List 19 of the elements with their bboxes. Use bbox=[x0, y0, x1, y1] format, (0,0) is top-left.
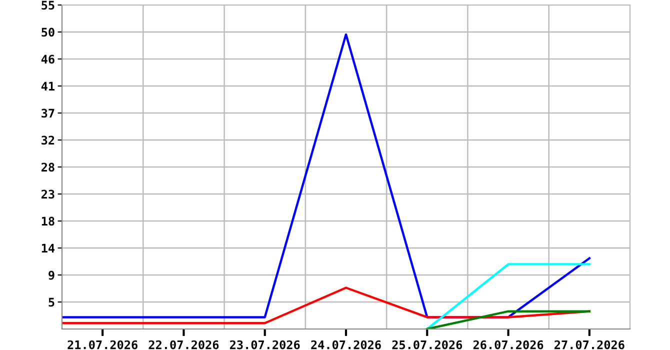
y-tick-label: 37 bbox=[42, 108, 54, 118]
y-tick-label: 50 bbox=[42, 28, 54, 37]
y-tick-label: 23 bbox=[42, 190, 54, 199]
y-tick-label: 9 bbox=[48, 270, 54, 280]
y-tick-label: 18 bbox=[42, 216, 54, 226]
x-tick-label: 27.07.2026 bbox=[554, 340, 624, 350]
y-tick-label: 5 bbox=[48, 298, 54, 307]
y-tick-label: 14 bbox=[42, 244, 55, 252]
x-tick-label: 25.07.2026 bbox=[392, 340, 462, 350]
y-tick-label: 55 bbox=[42, 0, 54, 10]
x-tick-label: 23.07.2026 bbox=[230, 340, 300, 350]
y-tick-label: 41 bbox=[41, 82, 54, 90]
x-tick-label: 21.07.2026 bbox=[68, 340, 138, 350]
y-tick-label: 46 bbox=[41, 54, 54, 64]
y-tick-label: 28 bbox=[42, 162, 54, 172]
x-tick-label: 24.07.2026 bbox=[311, 340, 381, 350]
x-tick-label: 26.07.2026 bbox=[473, 340, 544, 350]
x-tick-label: 22.07.2026 bbox=[148, 340, 219, 350]
y-tick-label: 32 bbox=[42, 136, 54, 145]
